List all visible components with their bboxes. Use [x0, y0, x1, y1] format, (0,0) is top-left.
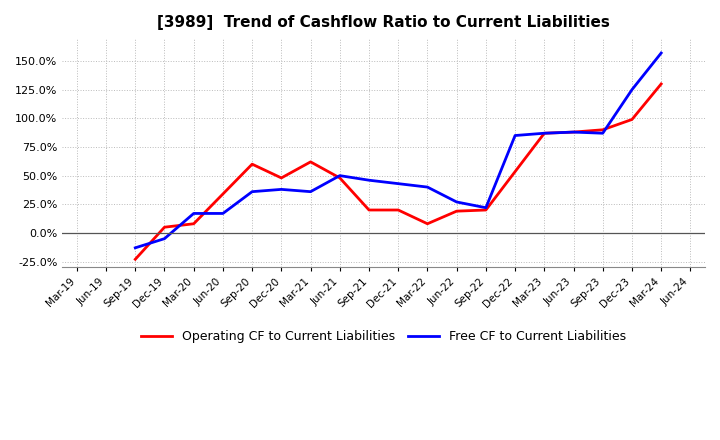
- Operating CF to Current Liabilities: [306, 159, 315, 165]
- Line: Free CF to Current Liabilities: Free CF to Current Liabilities: [135, 53, 661, 248]
- Operating CF to Current Liabilities: [189, 221, 198, 227]
- Free CF to Current Liabilities: [452, 199, 461, 205]
- Operating CF to Current Liabilities: [248, 161, 256, 167]
- Free CF to Current Liabilities: [423, 184, 432, 190]
- Operating CF to Current Liabilities: [394, 207, 402, 213]
- Operating CF to Current Liabilities: [540, 131, 549, 136]
- Operating CF to Current Liabilities: [598, 127, 607, 132]
- Operating CF to Current Liabilities: [423, 221, 432, 227]
- Operating CF to Current Liabilities: [336, 175, 344, 180]
- Free CF to Current Liabilities: [219, 211, 228, 216]
- Free CF to Current Liabilities: [131, 245, 140, 250]
- Operating CF to Current Liabilities: [452, 209, 461, 214]
- Legend: Operating CF to Current Liabilities, Free CF to Current Liabilities: Operating CF to Current Liabilities, Fre…: [136, 325, 631, 348]
- Operating CF to Current Liabilities: [570, 129, 578, 135]
- Operating CF to Current Liabilities: [160, 224, 168, 230]
- Operating CF to Current Liabilities: [365, 207, 374, 213]
- Free CF to Current Liabilities: [306, 189, 315, 194]
- Free CF to Current Liabilities: [248, 189, 256, 194]
- Operating CF to Current Liabilities: [277, 175, 286, 180]
- Free CF to Current Liabilities: [657, 50, 665, 55]
- Free CF to Current Liabilities: [628, 87, 636, 92]
- Title: [3989]  Trend of Cashflow Ratio to Current Liabilities: [3989] Trend of Cashflow Ratio to Curren…: [157, 15, 610, 30]
- Operating CF to Current Liabilities: [482, 207, 490, 213]
- Line: Operating CF to Current Liabilities: Operating CF to Current Liabilities: [135, 84, 661, 259]
- Free CF to Current Liabilities: [365, 178, 374, 183]
- Operating CF to Current Liabilities: [628, 117, 636, 122]
- Operating CF to Current Liabilities: [131, 257, 140, 262]
- Free CF to Current Liabilities: [570, 129, 578, 135]
- Free CF to Current Liabilities: [189, 211, 198, 216]
- Operating CF to Current Liabilities: [657, 81, 665, 87]
- Free CF to Current Liabilities: [598, 131, 607, 136]
- Free CF to Current Liabilities: [277, 187, 286, 192]
- Free CF to Current Liabilities: [336, 173, 344, 178]
- Free CF to Current Liabilities: [540, 131, 549, 136]
- Free CF to Current Liabilities: [160, 236, 168, 241]
- Free CF to Current Liabilities: [482, 205, 490, 210]
- Free CF to Current Liabilities: [394, 181, 402, 186]
- Free CF to Current Liabilities: [510, 133, 519, 138]
